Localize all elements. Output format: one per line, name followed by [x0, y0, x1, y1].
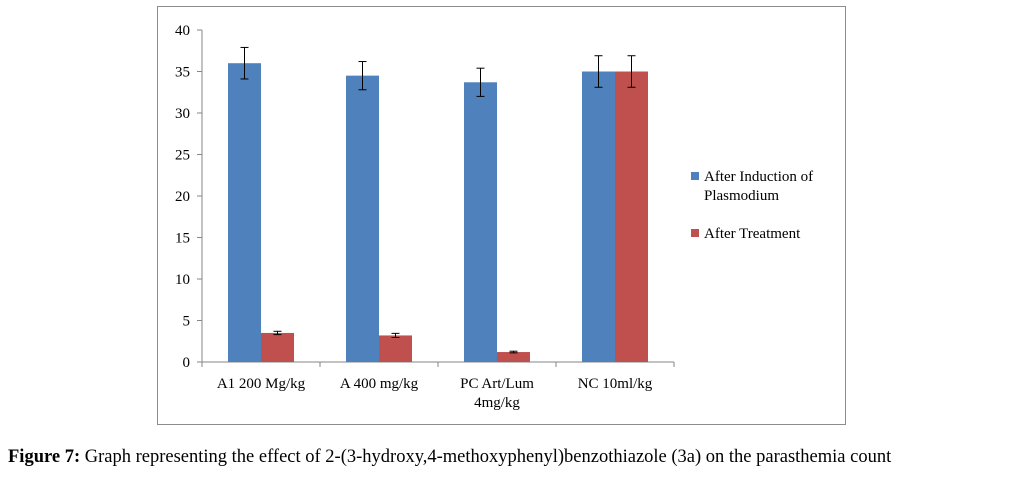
y-tick-label: 0: [183, 355, 191, 371]
legend-swatch: [691, 229, 699, 237]
legend-label: After Treatment: [704, 226, 801, 242]
x-tick-label: NC 10ml/kg: [578, 376, 653, 392]
bar: [228, 63, 261, 362]
caption-label: Figure 7:: [8, 447, 81, 467]
caption-text: Graph representing the effect of 2-(3-hy…: [80, 447, 892, 467]
bar: [379, 335, 412, 362]
y-tick-label: 30: [175, 106, 190, 122]
y-tick-label: 25: [175, 148, 190, 164]
bar: [497, 352, 530, 362]
x-tick-label: PC Art/Lum: [460, 376, 534, 392]
y-tick-label: 35: [175, 65, 190, 81]
x-tick-label: A 400 mg/kg: [340, 376, 419, 392]
bar: [261, 332, 294, 362]
bar-chart: 0 5 10 15 20 25 30 35 40 A1 200 Mg/kg A 400 mg/kg P…: [175, 23, 813, 411]
bar: [615, 71, 648, 362]
figure-caption: Figure 7: Graph representing the effect …: [8, 447, 891, 468]
bar: [464, 82, 497, 362]
y-tick-label: 20: [175, 189, 190, 205]
y-tick-label: 10: [175, 272, 190, 288]
legend-label: After Induction of: [704, 169, 813, 185]
chart-frame: 0 5 10 15 20 25 30 35 40 A1 200 Mg/kg A 400 mg/kg P…: [157, 6, 846, 425]
x-tick-label: A1 200 Mg/kg: [217, 376, 306, 392]
bar: [582, 71, 615, 362]
y-tick-label: 15: [175, 231, 190, 247]
legend-label: Plasmodium: [704, 188, 779, 204]
y-tick-label: 40: [175, 23, 190, 39]
x-tick-label: 4mg/kg: [474, 395, 520, 411]
legend-swatch: [691, 172, 699, 180]
y-tick-label: 5: [183, 314, 191, 330]
bar: [346, 75, 379, 363]
